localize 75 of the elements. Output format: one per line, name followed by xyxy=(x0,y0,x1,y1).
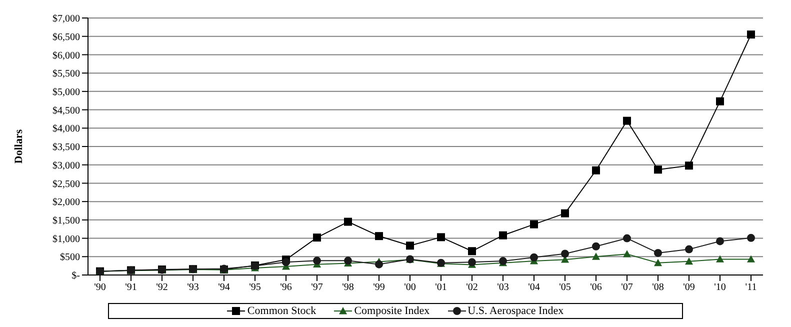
point xyxy=(747,30,755,39)
x-tick-label: '02 xyxy=(466,282,478,294)
y-tick-label: $1,000 xyxy=(52,234,80,245)
y-tick-label: $- xyxy=(72,270,80,282)
point xyxy=(344,256,352,265)
y-tick-label: $3,500 xyxy=(52,142,80,154)
point xyxy=(623,116,631,125)
x-tick-label: '04 xyxy=(528,282,540,294)
point xyxy=(592,166,600,174)
y-tick-label: $2,500 xyxy=(52,178,80,190)
point xyxy=(499,231,507,240)
point xyxy=(437,233,445,242)
y-tick-label: $7,000 xyxy=(52,14,80,25)
x-tick-label: '99 xyxy=(373,282,385,294)
y-tick-label: $4,500 xyxy=(52,105,80,116)
point xyxy=(716,255,724,262)
point xyxy=(561,250,569,258)
point xyxy=(468,258,476,266)
legend-label: U.S. Aerospace Index xyxy=(468,305,564,317)
x-tick-label: '97 xyxy=(311,282,323,294)
y-axis-title: Dollars xyxy=(12,128,25,164)
x-tick-label: '95 xyxy=(249,282,261,294)
point xyxy=(592,252,600,260)
point xyxy=(344,218,352,226)
point xyxy=(623,234,631,242)
point xyxy=(313,234,321,242)
point xyxy=(561,209,569,218)
x-tick-label: '96 xyxy=(280,282,292,294)
x-tick-label: '06 xyxy=(590,282,602,294)
point xyxy=(685,257,693,265)
point xyxy=(654,258,662,266)
y-tick-label: $500 xyxy=(60,252,80,264)
x-tick-label: '91 xyxy=(125,282,137,294)
x-tick-label: '90 xyxy=(94,282,106,294)
x-tick-label: '05 xyxy=(559,282,571,294)
x-tick-label: '93 xyxy=(187,282,199,294)
y-tick-label: $6,500 xyxy=(52,32,80,43)
point xyxy=(406,242,414,250)
point xyxy=(375,260,383,268)
point xyxy=(685,245,693,254)
point xyxy=(747,234,755,242)
x-tick-label: '01 xyxy=(435,282,447,294)
legend-label: Composite Index xyxy=(354,305,430,317)
y-tick-label: $3,000 xyxy=(52,160,80,172)
x-tick-label: '11 xyxy=(745,282,757,294)
point xyxy=(375,232,383,240)
x-tick-label: '08 xyxy=(652,282,664,294)
point xyxy=(654,248,662,257)
point xyxy=(716,237,724,246)
legend-label: Common Stock xyxy=(247,305,316,317)
point xyxy=(623,250,631,258)
x-tick-label: '03 xyxy=(497,282,509,294)
x-tick-label: '94 xyxy=(218,282,230,294)
y-tick-label: $5,000 xyxy=(52,86,80,98)
x-tick-label: '98 xyxy=(342,282,354,294)
y-tick-label: $6,000 xyxy=(52,50,80,62)
point xyxy=(716,97,724,106)
point xyxy=(747,255,755,262)
y-tick-label: $4,000 xyxy=(52,124,80,135)
point xyxy=(654,166,662,174)
point xyxy=(313,256,321,265)
point xyxy=(530,253,538,262)
x-tick-label: '92 xyxy=(156,282,168,294)
point xyxy=(530,220,538,228)
x-tick-label: '07 xyxy=(621,282,633,294)
y-tick-label: $1,500 xyxy=(52,215,80,226)
point xyxy=(685,162,693,170)
point xyxy=(468,247,476,256)
point xyxy=(282,258,290,266)
y-tick-label: $2,000 xyxy=(52,197,80,208)
y-tick-label: $5,500 xyxy=(52,68,80,80)
x-tick-label: '00 xyxy=(404,282,416,294)
point xyxy=(592,242,600,250)
x-tick-label: '10 xyxy=(714,282,726,294)
x-tick-label: '09 xyxy=(683,282,695,294)
